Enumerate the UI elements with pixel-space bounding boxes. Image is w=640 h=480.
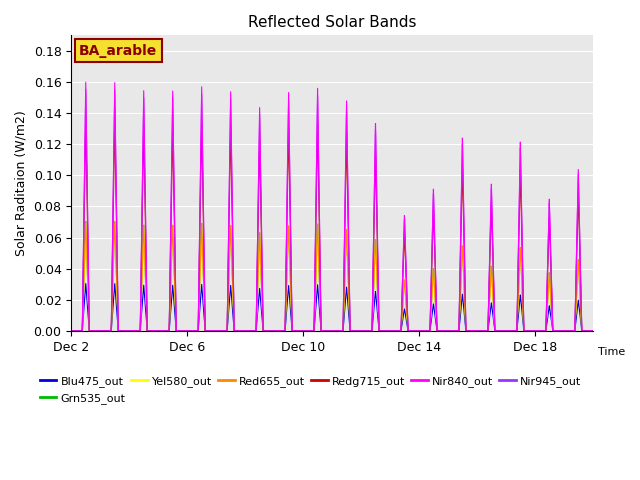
Title: Reflected Solar Bands: Reflected Solar Bands <box>248 15 416 30</box>
Nir945_out <box>618 328 626 334</box>
Yel580_out <box>67 328 75 334</box>
Nir945_out <box>242 328 250 334</box>
Redg715_out <box>216 328 224 334</box>
Nir840_out <box>216 328 224 334</box>
Nir945_out <box>198 105 205 111</box>
Blu475_out <box>67 328 75 334</box>
Text: BA_arable: BA_arable <box>79 44 157 58</box>
Red655_out <box>563 328 570 334</box>
Redg715_out <box>563 328 570 334</box>
Blu475_out <box>332 328 340 334</box>
Red655_out <box>618 328 626 334</box>
Line: Nir945_out: Nir945_out <box>71 90 622 331</box>
Nir945_out <box>216 328 224 334</box>
Nir840_out <box>242 328 250 334</box>
Blu475_out <box>563 328 570 334</box>
Nir840_out <box>67 328 75 334</box>
Redg715_out <box>242 328 250 334</box>
Line: Blu475_out: Blu475_out <box>71 284 622 331</box>
Nir945_out <box>332 328 340 334</box>
Grn535_out <box>563 328 570 334</box>
Blu475_out <box>82 281 90 287</box>
Y-axis label: Solar Raditaion (W/m2): Solar Raditaion (W/m2) <box>15 110 28 256</box>
Blu475_out <box>328 328 335 334</box>
Yel580_out <box>198 229 205 235</box>
Nir840_out <box>82 79 90 85</box>
Grn535_out <box>216 328 224 334</box>
Yel580_out <box>242 328 250 334</box>
Nir840_out <box>618 328 626 334</box>
Legend: Blu475_out, Grn535_out, Yel580_out, Red655_out, Redg715_out, Nir840_out, Nir945_: Blu475_out, Grn535_out, Yel580_out, Red6… <box>35 372 586 408</box>
Red655_out <box>216 328 224 334</box>
Nir945_out <box>563 328 570 334</box>
Red655_out <box>332 328 340 334</box>
Line: Nir840_out: Nir840_out <box>71 82 622 331</box>
Redg715_out <box>82 115 90 121</box>
Yel580_out <box>618 328 626 334</box>
Line: Yel580_out: Yel580_out <box>71 224 622 331</box>
Grn535_out <box>82 218 90 224</box>
Red655_out <box>82 218 90 224</box>
Redg715_out <box>618 328 626 334</box>
Grn535_out <box>198 227 205 233</box>
Yel580_out <box>563 328 570 334</box>
Redg715_out <box>332 328 340 334</box>
Grn535_out <box>67 328 75 334</box>
Text: Time: Time <box>598 347 625 357</box>
Red655_out <box>328 328 335 334</box>
Red655_out <box>67 328 75 334</box>
Nir840_out <box>198 98 205 104</box>
Grn535_out <box>242 328 250 334</box>
Red655_out <box>242 328 250 334</box>
Nir945_out <box>328 328 335 334</box>
Grn535_out <box>332 328 340 334</box>
Yel580_out <box>82 221 90 227</box>
Yel580_out <box>216 328 224 334</box>
Blu475_out <box>198 284 205 290</box>
Line: Grn535_out: Grn535_out <box>71 221 622 331</box>
Yel580_out <box>328 328 335 334</box>
Nir840_out <box>563 328 570 334</box>
Redg715_out <box>198 132 205 137</box>
Grn535_out <box>618 328 626 334</box>
Blu475_out <box>618 328 626 334</box>
Line: Red655_out: Red655_out <box>71 221 622 331</box>
Grn535_out <box>328 328 335 334</box>
Yel580_out <box>332 328 340 334</box>
Blu475_out <box>216 328 224 334</box>
Nir840_out <box>332 328 340 334</box>
Line: Redg715_out: Redg715_out <box>71 118 622 331</box>
Redg715_out <box>328 328 335 334</box>
Nir840_out <box>328 328 335 334</box>
Blu475_out <box>242 328 250 334</box>
Nir945_out <box>82 87 90 93</box>
Redg715_out <box>67 328 75 334</box>
Red655_out <box>198 227 205 233</box>
Nir945_out <box>67 328 75 334</box>
